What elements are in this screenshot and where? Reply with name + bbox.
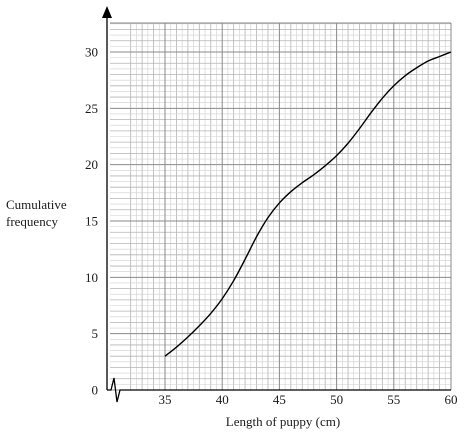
- x-axis-line: [107, 377, 451, 403]
- cumulative-frequency-curve: [164, 51, 452, 357]
- y-tick-label: 25: [85, 101, 98, 116]
- x-axis-label: Length of puppy (cm): [226, 414, 340, 429]
- x-tick-label: 55: [387, 392, 400, 407]
- axes: [102, 6, 451, 403]
- y-tick-label: 5: [92, 326, 99, 341]
- y-tick-label: 0: [92, 383, 99, 398]
- y-tick-label: 30: [85, 45, 98, 60]
- x-tick-label: 40: [216, 392, 229, 407]
- y-axis-arrow: [102, 6, 112, 18]
- x-tick-label: 60: [445, 392, 458, 407]
- y-axis-label-line-1: Cumulative: [6, 197, 67, 212]
- y-tick-label: 15: [85, 214, 98, 229]
- x-tick-label: 45: [273, 392, 286, 407]
- y-axis-label-line-2: frequency: [6, 214, 58, 229]
- tick-labels: 35 40 45 50 55 60 0 5 10 15 20 25 30: [85, 45, 458, 408]
- x-tick-label: 35: [159, 392, 172, 407]
- y-tick-label: 20: [85, 157, 98, 172]
- major-gridlines: [110, 22, 452, 391]
- y-tick-label: 10: [85, 270, 98, 285]
- minor-gridlines: [110, 23, 451, 390]
- x-tick-label: 50: [330, 392, 343, 407]
